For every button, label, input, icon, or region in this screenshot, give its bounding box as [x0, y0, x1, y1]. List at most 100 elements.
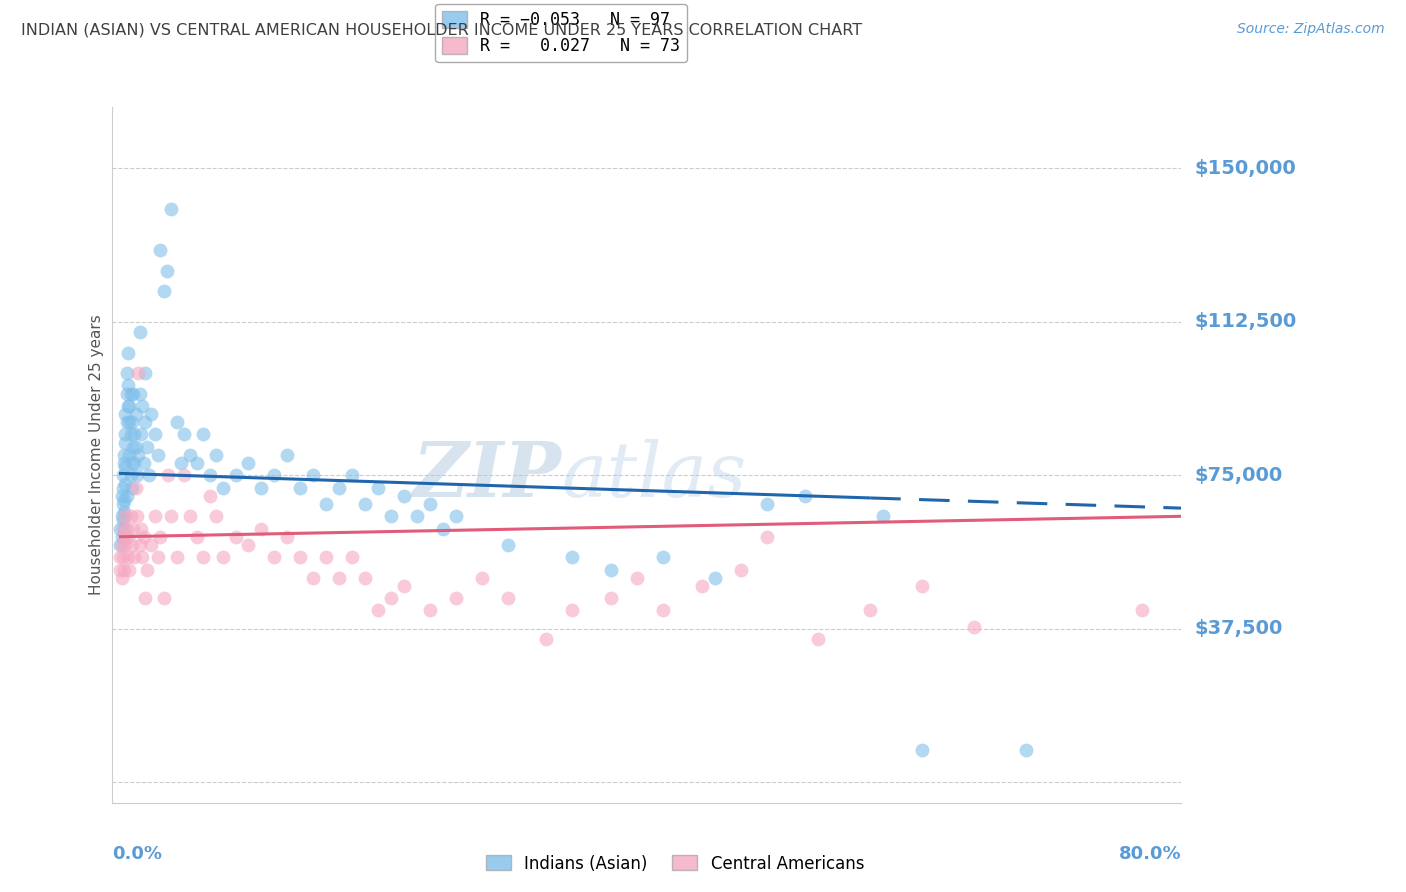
Point — [354, 497, 377, 511]
Text: $112,500: $112,500 — [1195, 312, 1298, 332]
Point — [110, 522, 132, 536]
Point — [153, 591, 176, 606]
Point — [114, 435, 136, 450]
Point — [121, 481, 143, 495]
Point — [122, 440, 145, 454]
Point — [354, 571, 377, 585]
Point — [191, 550, 214, 565]
Point — [198, 468, 221, 483]
Point — [117, 345, 139, 359]
Point — [110, 562, 132, 576]
Point — [146, 550, 169, 565]
Point — [807, 632, 830, 646]
Text: 80.0%: 80.0% — [1118, 845, 1181, 863]
Point — [561, 603, 583, 617]
Point — [117, 399, 139, 413]
Point — [146, 448, 169, 462]
Text: atlas: atlas — [561, 439, 747, 513]
Point — [136, 562, 159, 576]
Point — [315, 550, 337, 565]
Point — [111, 550, 134, 565]
Point — [110, 509, 132, 524]
Point — [127, 468, 149, 483]
Y-axis label: Householder Income Under 25 years: Householder Income Under 25 years — [89, 315, 104, 595]
Point — [263, 468, 285, 483]
Point — [129, 427, 152, 442]
Point — [118, 448, 141, 462]
Point — [111, 513, 134, 527]
Point — [290, 550, 312, 565]
Point — [263, 550, 285, 565]
Point — [380, 591, 402, 606]
Point — [120, 509, 142, 524]
Point — [179, 448, 201, 462]
Point — [755, 497, 778, 511]
Point — [419, 603, 441, 617]
Point — [302, 571, 325, 585]
Point — [911, 579, 934, 593]
Point — [128, 386, 150, 401]
Point — [794, 489, 817, 503]
Point — [405, 509, 427, 524]
Point — [963, 620, 986, 634]
Point — [111, 481, 134, 495]
Point — [110, 538, 132, 552]
Point — [149, 530, 172, 544]
Point — [173, 468, 195, 483]
Point — [276, 530, 298, 544]
Point — [111, 468, 134, 483]
Point — [112, 505, 135, 519]
Point — [124, 427, 146, 442]
Point — [124, 550, 146, 565]
Point — [134, 366, 156, 380]
Point — [186, 530, 208, 544]
Point — [340, 468, 363, 483]
Point — [131, 399, 153, 413]
Point — [211, 550, 233, 565]
Point — [170, 456, 193, 470]
Point — [205, 448, 228, 462]
Point — [122, 386, 145, 401]
Point — [159, 202, 181, 217]
Point — [367, 603, 389, 617]
Point — [111, 522, 134, 536]
Point — [134, 415, 156, 429]
Point — [141, 407, 163, 421]
Point — [600, 562, 623, 576]
Point — [561, 550, 583, 565]
Point — [157, 468, 180, 483]
Text: $150,000: $150,000 — [1195, 159, 1296, 178]
Point — [143, 427, 166, 442]
Point — [114, 407, 136, 421]
Text: INDIAN (ASIAN) VS CENTRAL AMERICAN HOUSEHOLDER INCOME UNDER 25 YEARS CORRELATION: INDIAN (ASIAN) VS CENTRAL AMERICAN HOUSE… — [21, 22, 862, 37]
Point — [652, 603, 675, 617]
Point — [444, 509, 467, 524]
Point — [127, 448, 149, 462]
Point — [125, 481, 148, 495]
Point — [118, 562, 141, 576]
Point — [129, 522, 152, 536]
Point — [112, 448, 135, 462]
Point — [911, 742, 934, 756]
Point — [111, 497, 134, 511]
Point — [112, 456, 135, 470]
Point — [132, 530, 155, 544]
Point — [115, 366, 138, 380]
Point — [328, 481, 350, 495]
Point — [131, 550, 153, 565]
Point — [276, 448, 298, 462]
Point — [703, 571, 725, 585]
Point — [110, 550, 132, 565]
Point — [730, 562, 752, 576]
Point — [110, 530, 132, 544]
Point — [138, 468, 160, 483]
Point — [380, 509, 402, 524]
Point — [115, 415, 138, 429]
Point — [141, 538, 163, 552]
Text: $75,000: $75,000 — [1195, 466, 1284, 485]
Point — [432, 522, 454, 536]
Point — [115, 489, 138, 503]
Point — [114, 427, 136, 442]
Point — [114, 509, 136, 524]
Point — [755, 530, 778, 544]
